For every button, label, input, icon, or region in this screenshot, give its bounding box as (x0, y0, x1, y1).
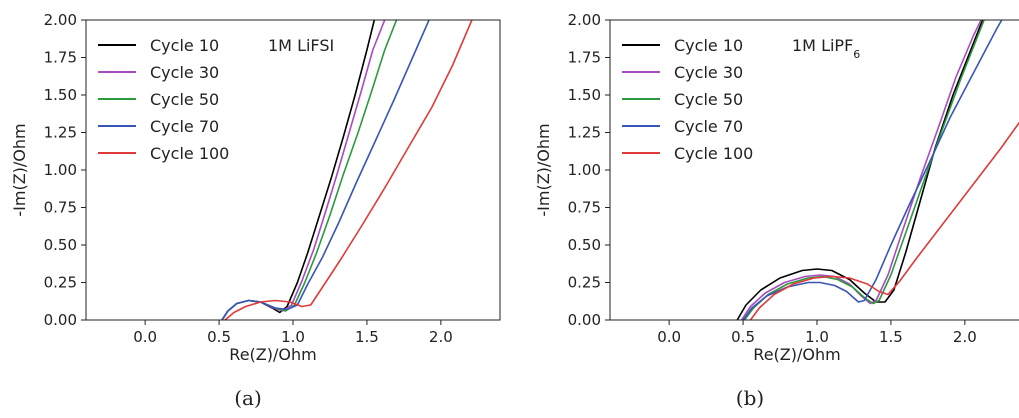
y-tick-label: 1.75 (568, 49, 601, 67)
chart-panel-2: 0.0 0.5 1.0 1.5 2.0 0.00 0.25 0.50 0.75 1.00 1.25 1… (534, 11, 1019, 410)
y-tick-label: 0.75 (44, 199, 77, 217)
annotation-text: 1M LiPF (792, 36, 853, 55)
x-tick-label: 1.5 (879, 328, 903, 346)
y-tick-label: 1.00 (568, 161, 601, 179)
x-tick-label: 2.0 (429, 328, 453, 346)
y-tick-label: 0.00 (568, 311, 601, 329)
series-line-3 (221, 20, 398, 320)
y-axis-label: -Im(Z)/Ohm (534, 123, 553, 216)
legend-label-4: Cycle 70 (674, 117, 743, 136)
x-tick-label: 2.0 (953, 328, 977, 346)
plot-frame (85, 19, 501, 321)
y-tick-label: 0.75 (568, 199, 601, 217)
y-tick-label: 1.25 (44, 124, 77, 142)
y-tick-label: 0.50 (568, 236, 601, 254)
electrolyte-annotation: 1M LiFSI (268, 36, 334, 55)
x-tick-label: 0.0 (133, 328, 157, 346)
y-tick-label: 2.00 (568, 11, 601, 29)
y-tick-label: 2.00 (44, 11, 77, 29)
legend-label-3: Cycle 50 (674, 90, 743, 109)
y-tick-label: 1.75 (44, 49, 77, 67)
y-tick-label: 0.00 (44, 311, 77, 329)
series-line-1 (221, 20, 376, 320)
x-tick-label: 1.0 (281, 328, 305, 346)
legend-label-3: Cycle 50 (150, 90, 219, 109)
series-line-4 (742, 20, 1003, 320)
x-tick-label: 0.0 (657, 328, 681, 346)
legend-label-2: Cycle 30 (674, 63, 743, 82)
y-tick-label: 1.50 (568, 86, 601, 104)
x-tick-label: 1.5 (355, 328, 379, 346)
electrolyte-annotation: 1M LiPF6 (792, 36, 860, 61)
annotation-text: 1M LiFSI (268, 36, 334, 55)
x-tick-label: 0.5 (207, 328, 231, 346)
legend-label-5: Cycle 100 (674, 144, 753, 163)
series-line-2 (740, 20, 982, 320)
series-line-5 (749, 121, 1019, 320)
legend-label-1: Cycle 10 (150, 36, 219, 55)
y-tick-label: 0.25 (568, 274, 601, 292)
legend-label-1: Cycle 10 (674, 36, 743, 55)
series-line-1 (736, 20, 984, 320)
legend-label-4: Cycle 70 (150, 117, 219, 136)
series-line-5 (224, 20, 473, 320)
y-tick-label: 0.25 (44, 274, 77, 292)
x-axis-label: Re(Z)/Ohm (229, 345, 316, 364)
x-tick-label: 0.5 (731, 328, 755, 346)
x-tick-label: 1.0 (805, 328, 829, 346)
y-tick-label: 1.50 (44, 86, 77, 104)
series-line-2 (221, 20, 386, 320)
chart-panel-1: 0.0 0.5 1.0 1.5 2.0 0.00 0.25 0.50 0.75 1.00 1.25 1… (10, 11, 501, 410)
panel-label: (a) (234, 386, 262, 410)
y-axis-label: -Im(Z)/Ohm (10, 123, 29, 216)
series-line-3 (743, 20, 985, 320)
panel-label: (b) (736, 386, 764, 410)
annotation-subscript: 6 (853, 48, 860, 61)
y-tick-label: 1.25 (568, 124, 601, 142)
y-tick-label: 0.50 (44, 236, 77, 254)
y-tick-label: 1.00 (44, 161, 77, 179)
legend-label-2: Cycle 30 (150, 63, 219, 82)
x-axis-label: Re(Z)/Ohm (753, 345, 840, 364)
series-line-4 (221, 20, 430, 320)
legend-label-5: Cycle 100 (150, 144, 229, 163)
